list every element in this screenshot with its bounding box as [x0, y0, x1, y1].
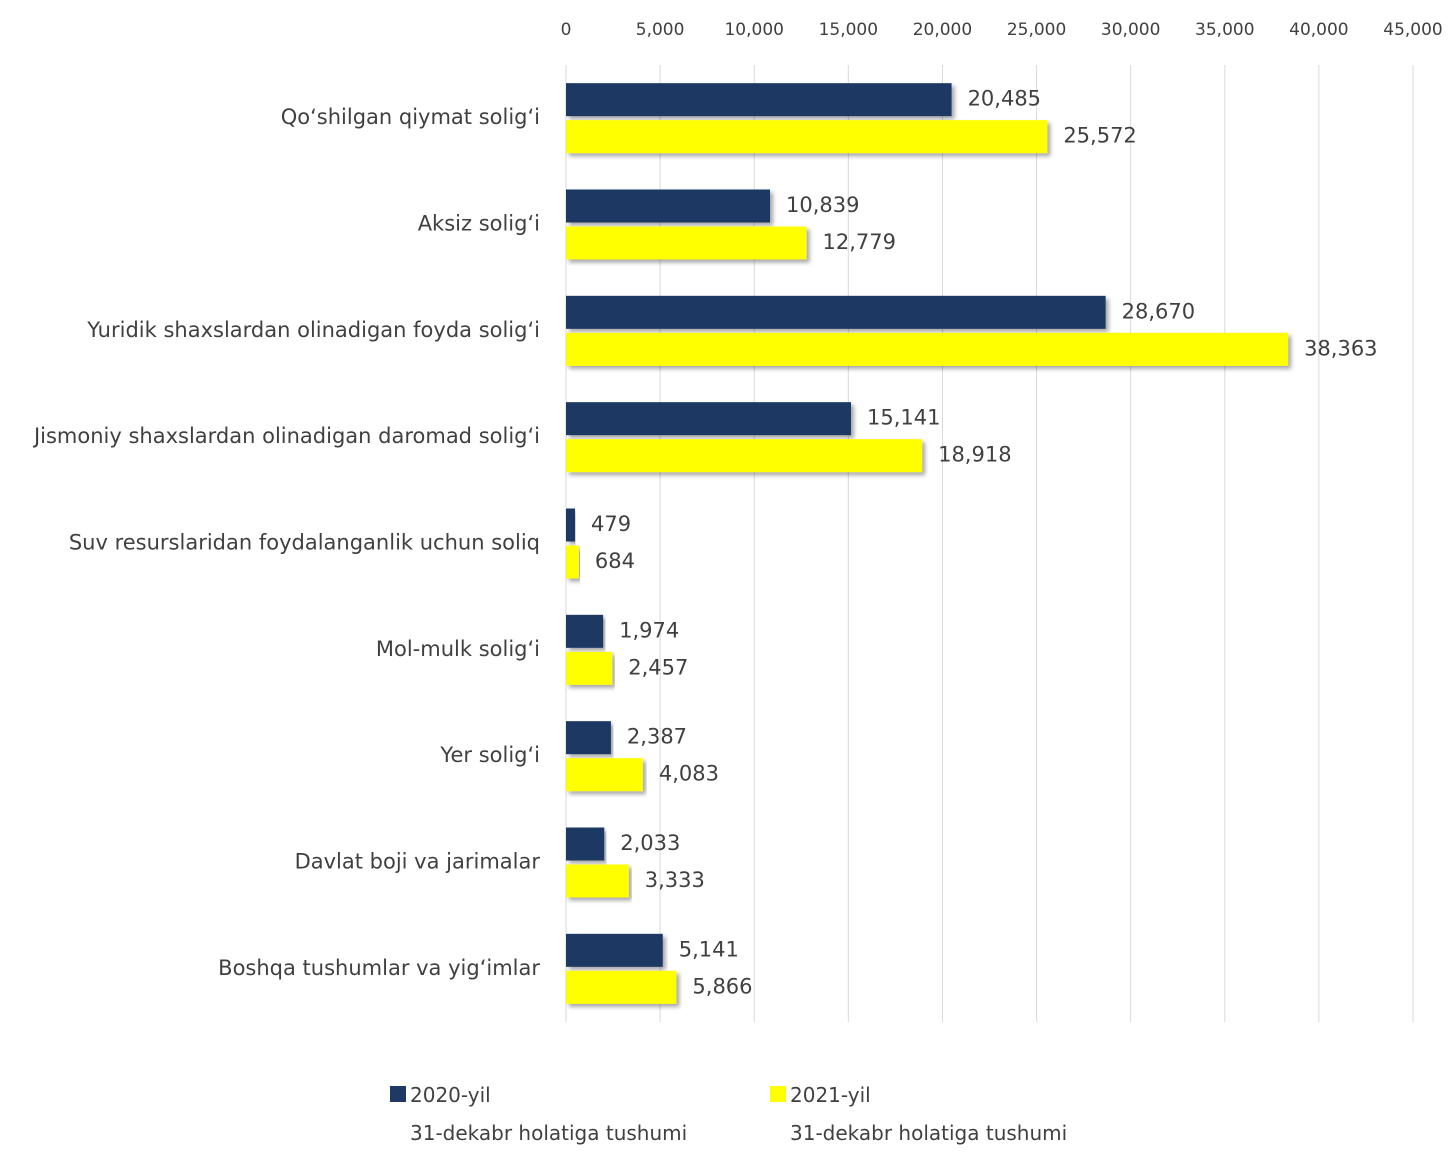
x-tick-label: 0	[561, 20, 572, 40]
bar	[566, 864, 629, 898]
bar	[566, 332, 1289, 366]
legend-label: 2020-yil 31-dekabr holatiga tushumi	[410, 1083, 688, 1145]
value-label: 18,918	[938, 443, 1011, 467]
value-label: 684	[595, 549, 635, 573]
bar	[566, 970, 677, 1004]
value-label: 12,779	[823, 230, 896, 254]
bar	[566, 120, 1048, 154]
legend-entry: 2021-yil 31-dekabr holatiga tushumi	[770, 1076, 1068, 1152]
x-tick-label: 35,000	[1195, 20, 1254, 40]
bar	[566, 83, 952, 117]
bar	[566, 758, 643, 792]
bar	[566, 226, 807, 260]
value-label: 5,866	[692, 974, 752, 998]
value-label: 15,141	[867, 406, 940, 430]
bar	[566, 508, 576, 542]
bar	[566, 189, 771, 223]
bar	[566, 295, 1106, 329]
category-label: Yer solig‘i	[439, 743, 540, 767]
category-label: Qo‘shilgan qiymat solig‘i	[281, 105, 540, 129]
value-label: 2,457	[628, 655, 688, 679]
category-label: Davlat boji va jarimalar	[295, 850, 541, 874]
value-label: 38,363	[1304, 336, 1377, 360]
value-label: 479	[591, 512, 631, 536]
bar	[566, 402, 851, 436]
legend-entry: 2020-yil 31-dekabr holatiga tushumi	[390, 1076, 688, 1152]
value-label: 25,572	[1063, 124, 1136, 148]
value-label: 5,141	[679, 937, 739, 961]
x-tick-label: 15,000	[819, 20, 878, 40]
x-tick-label: 45,000	[1383, 20, 1442, 40]
x-tick-label: 10,000	[724, 20, 783, 40]
category-label: Aksiz solig‘i	[418, 212, 540, 236]
bar	[566, 651, 613, 685]
category-label: Jismoniy shaxslardan olinadigan daromad …	[32, 424, 540, 448]
bar	[566, 721, 611, 755]
value-label: 3,333	[645, 868, 705, 892]
value-label: 20,485	[968, 87, 1041, 111]
value-label: 28,670	[1122, 299, 1195, 323]
x-tick-label: 20,000	[913, 20, 972, 40]
value-label: 2,033	[620, 831, 680, 855]
bar	[566, 545, 579, 579]
legend-swatch	[770, 1086, 786, 1102]
bar	[566, 614, 604, 648]
category-label: Mol-mulk solig‘i	[376, 637, 540, 661]
value-label: 4,083	[659, 762, 719, 786]
category-label: Suv resurslaridan foydalanganlik uchun s…	[69, 531, 540, 555]
x-tick-label: 5,000	[636, 20, 685, 40]
x-tick-label: 25,000	[1007, 20, 1066, 40]
bar	[566, 439, 923, 473]
legend-label: 2021-yil 31-dekabr holatiga tushumi	[790, 1083, 1068, 1145]
x-tick-label: 40,000	[1289, 20, 1348, 40]
category-label: Boshqa tushumlar va yig‘imlar	[218, 956, 540, 980]
value-label: 2,387	[627, 725, 687, 749]
bar	[566, 827, 605, 861]
category-label: Yuridik shaxslardan olinadigan foyda sol…	[86, 318, 540, 342]
chart: 0 5,000 10,000 15,000 20,000 25,000 30,000 35,0…	[32, 20, 1443, 1022]
bar	[566, 933, 663, 967]
value-label: 10,839	[786, 193, 859, 217]
value-label: 1,974	[619, 618, 679, 642]
x-tick-label: 30,000	[1101, 20, 1160, 40]
legend-swatch	[390, 1086, 406, 1102]
